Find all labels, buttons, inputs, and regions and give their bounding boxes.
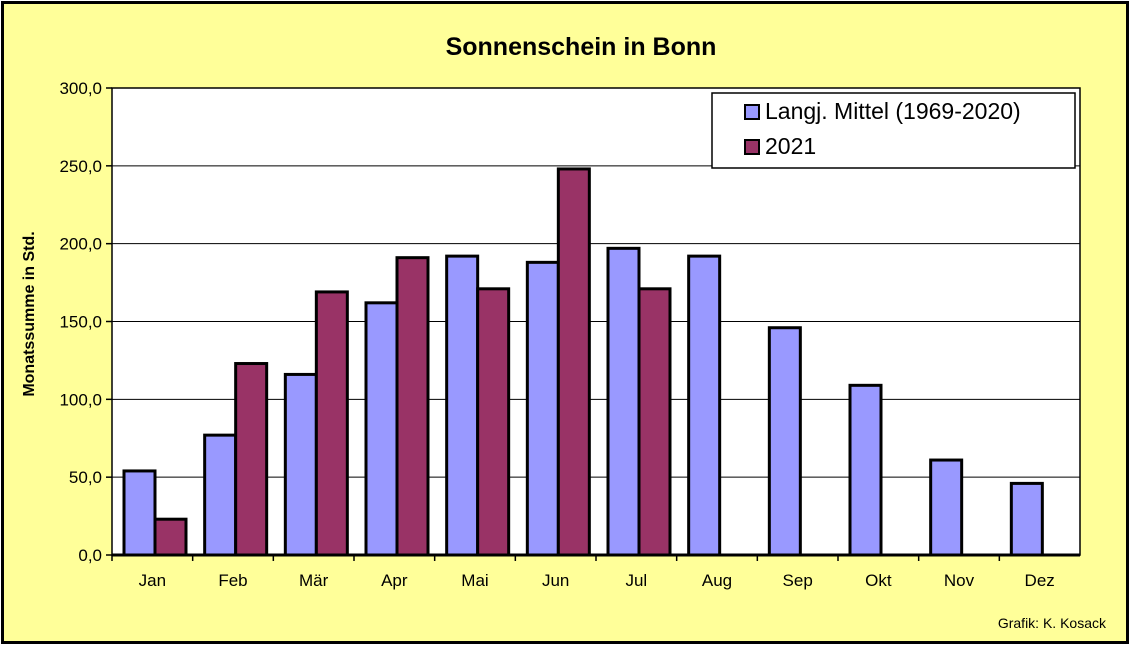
y-tick-label: 250,0 (59, 157, 102, 176)
bar-s2021-3 (395, 256, 430, 557)
bar-s2021-4 (476, 287, 511, 557)
bar-s2021-2 (314, 290, 349, 557)
bar-mittel-0 (122, 469, 157, 557)
x-tick-label: Nov (944, 571, 975, 590)
x-axis-ticks: Jan Feb Mär Apr Mai Jun Jul Aug Sep Okt Nov Dez (111, 555, 1055, 590)
legend-label: Langj. Mittel (1969-2020) (765, 98, 1021, 124)
credit-text: Grafik: K. Kosack (997, 615, 1106, 631)
bar-mittel-10 (929, 458, 964, 557)
y-tick-label: 300,0 (59, 79, 102, 98)
bar-mittel-2 (283, 372, 318, 557)
bar-s2021-0 (153, 517, 188, 557)
y-tick-label: 100,0 (59, 390, 102, 409)
y-tick-label: 0,0 (78, 546, 102, 565)
x-tick-label: Apr (381, 571, 408, 590)
bar-mittel-5 (525, 260, 560, 557)
bar-mittel-6 (606, 246, 641, 557)
y-tick-label: 200,0 (59, 235, 102, 254)
x-tick-label: Aug (702, 571, 732, 590)
bar-mittel-1 (203, 433, 238, 557)
y-axis-ticks: 0,0 50,0 100,0 150,0 200,0 250,0 300,0 (59, 79, 112, 565)
bar-mittel-4 (445, 254, 480, 557)
x-tick-label: Mär (299, 571, 329, 590)
legend-box (711, 92, 1076, 169)
bar-s2021-1 (234, 362, 269, 557)
x-tick-label: Mai (461, 571, 488, 590)
legend-label: 2021 (765, 133, 816, 159)
x-tick-label: Okt (865, 571, 892, 590)
chart-title: Sonnenschein in Bonn (446, 33, 717, 61)
x-tick-label: Dez (1025, 571, 1055, 590)
bar-s2021-5 (556, 167, 591, 557)
legend-swatch (744, 139, 760, 155)
x-tick-label: Feb (218, 571, 247, 590)
x-tick-label: Sep (783, 571, 813, 590)
bars (112, 167, 1080, 557)
x-tick-label: Jun (542, 571, 569, 590)
legend-swatch (744, 104, 760, 120)
y-axis-label: Monatssumme in Std. (21, 231, 38, 396)
bar-mittel-11 (1009, 481, 1044, 557)
legend: Langj. Mittel (1969-2020) 2021 (711, 92, 1076, 169)
y-tick-label: 50,0 (69, 468, 102, 487)
y-tick-label: 150,0 (59, 313, 102, 332)
x-tick-label: Jan (139, 571, 166, 590)
bar-mittel-7 (687, 254, 722, 557)
bar-mittel-9 (848, 383, 883, 557)
bar-mittel-3 (364, 301, 399, 557)
bar-mittel-8 (767, 326, 802, 557)
x-tick-label: Jul (625, 571, 647, 590)
chart: Sonnenschein in Bonn Monatssumme in Std.… (21, 33, 1081, 590)
bar-s2021-6 (637, 287, 672, 557)
